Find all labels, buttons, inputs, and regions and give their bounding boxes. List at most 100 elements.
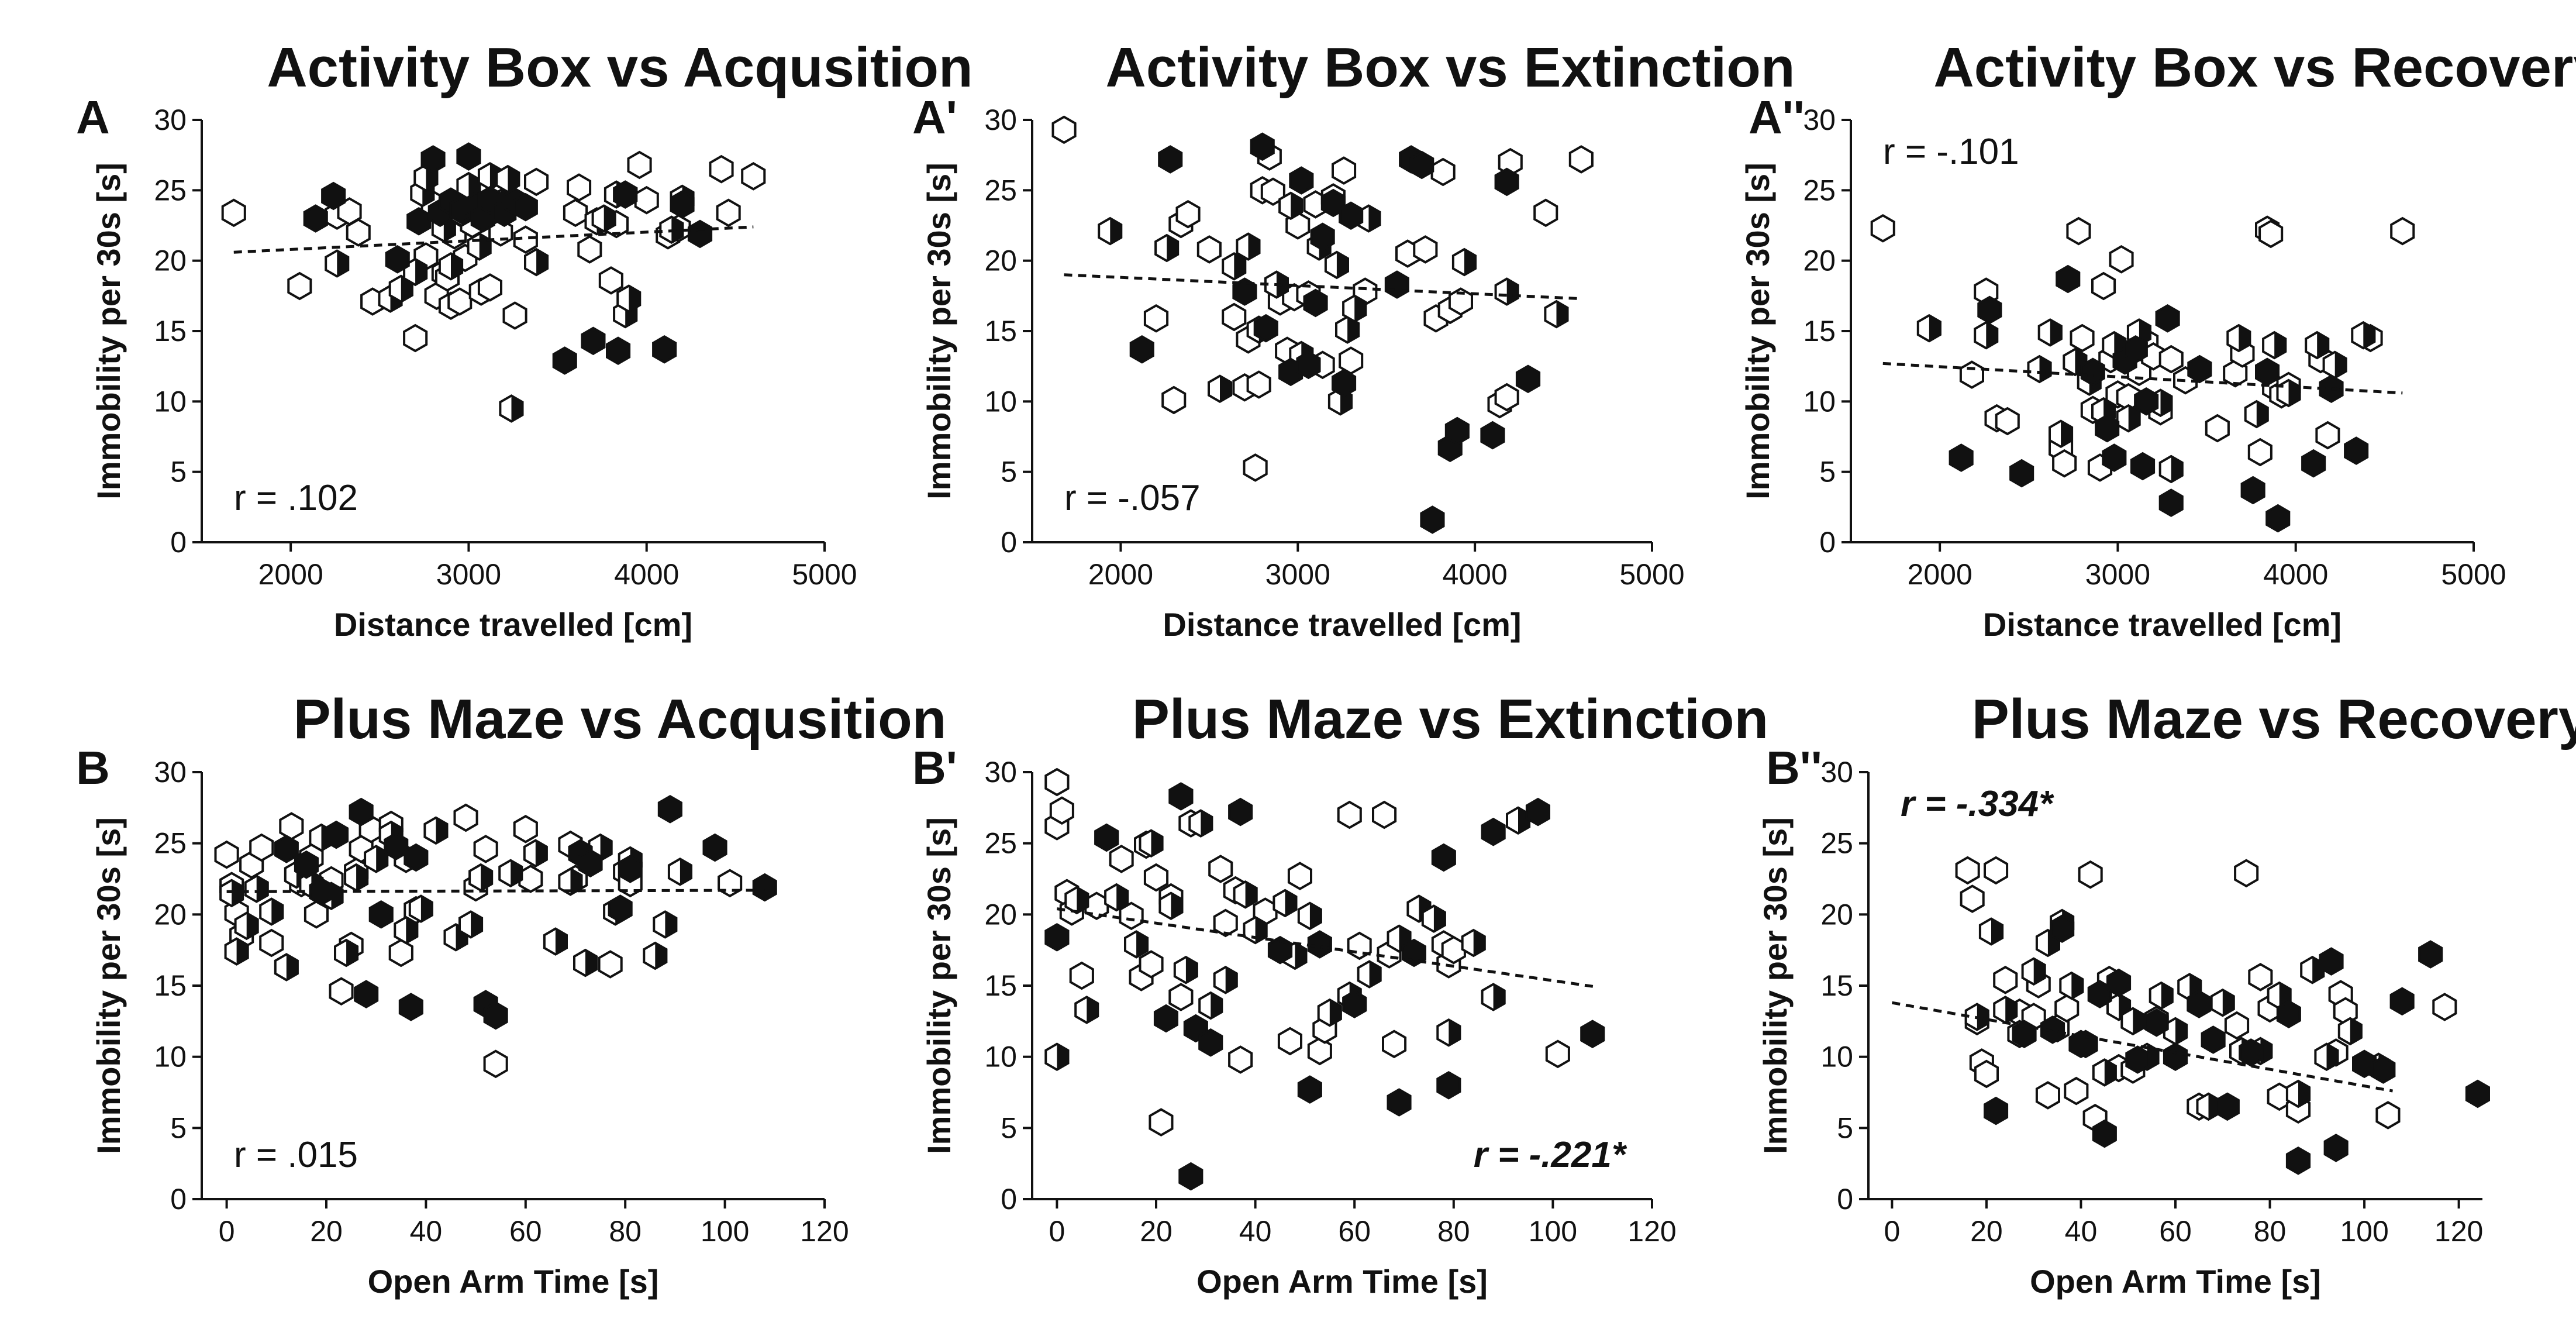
data-point-fill — [1354, 295, 1366, 322]
data-point — [1494, 167, 1519, 197]
data-point-fill — [2350, 1018, 2361, 1044]
data-point-fill — [1433, 905, 1445, 932]
y-tick-label: 10 — [154, 385, 187, 418]
x-tick-label: 2000 — [1908, 558, 1972, 591]
data-point — [2102, 443, 2127, 472]
data-point — [1104, 883, 1129, 912]
data-point-fill — [1057, 1044, 1068, 1070]
data-point — [1188, 809, 1213, 838]
data-point — [608, 894, 633, 923]
y-tick-label: 10 — [984, 1041, 1017, 1073]
data-point — [2276, 378, 2301, 408]
data-point — [1494, 383, 1519, 412]
data-point — [2092, 1058, 2117, 1087]
data-point — [354, 980, 379, 1008]
data-point-fill — [337, 250, 349, 277]
data-point-fill — [2033, 958, 2045, 984]
series-filled — [1984, 914, 2490, 1175]
data-point-fill — [2334, 352, 2346, 378]
panel-label: A' — [912, 91, 957, 143]
data-point-fill — [436, 817, 447, 843]
y-tick-label: 0 — [170, 526, 187, 559]
data-point-fill — [604, 205, 615, 232]
y-tick-label: 20 — [984, 245, 1017, 277]
data-point — [1297, 901, 1322, 931]
y-tick-label: 15 — [154, 315, 187, 347]
data-point-fill — [2050, 319, 2061, 346]
series-half — [1098, 191, 1569, 416]
data-point — [2080, 357, 2105, 387]
data-point-fill — [1977, 1004, 1988, 1030]
data-point — [606, 336, 631, 366]
series-filled — [1044, 782, 1605, 1191]
data-point — [1243, 453, 1268, 482]
data-point-fill — [2239, 325, 2250, 351]
x-axis-label: Open Arm Time [s] — [1196, 1263, 1488, 1300]
correlation-label: r = .102 — [234, 478, 358, 518]
data-point — [398, 993, 423, 1021]
data-point-fill — [271, 898, 283, 925]
x-tick-label: 4000 — [2263, 558, 2328, 591]
panel-title: Plus Maze vs Acqusition — [294, 688, 947, 750]
x-tick-label: 100 — [2340, 1215, 2388, 1248]
data-point — [1198, 1028, 1223, 1057]
data-point-fill — [331, 883, 343, 909]
y-tick-label: 25 — [1803, 174, 1836, 206]
data-point-fill — [508, 166, 519, 192]
panel-label: B' — [912, 742, 957, 794]
data-point — [1413, 235, 1438, 264]
data-point — [1143, 304, 1169, 333]
data-point-fill — [356, 865, 368, 891]
data-point-fill — [2128, 405, 2140, 432]
data-point — [309, 877, 334, 906]
trend-line — [1891, 1001, 2393, 1093]
data-point-fill — [481, 865, 492, 891]
data-point-fill — [2175, 1018, 2187, 1044]
x-axis-label: Open Arm Time [s] — [368, 1263, 659, 1300]
data-point-fill — [2061, 421, 2072, 447]
data-point — [1494, 277, 1519, 306]
y-tick-label: 25 — [984, 827, 1017, 860]
data-point — [2091, 271, 2116, 301]
data-point — [709, 154, 734, 184]
data-point — [2352, 1049, 2377, 1079]
y-tick-label: 10 — [154, 1041, 187, 1073]
data-point — [1451, 247, 1477, 277]
data-point — [2239, 1038, 2264, 1067]
data-point — [502, 301, 527, 330]
data-point — [477, 273, 502, 302]
x-tick-label: 60 — [2159, 1215, 2192, 1248]
x-tick-label: 60 — [1338, 1215, 1371, 1248]
data-point — [524, 247, 549, 277]
data-point-fill — [406, 917, 418, 944]
correlation-label: r = .015 — [234, 1135, 358, 1175]
trend-line — [1057, 907, 1598, 989]
data-point — [1307, 1037, 1332, 1066]
data-point — [657, 794, 682, 824]
data-point — [1337, 800, 1362, 829]
y-tick-label: 20 — [984, 898, 1017, 931]
x-tick-label: 3000 — [436, 558, 501, 591]
data-point — [563, 198, 588, 228]
data-point — [1342, 294, 1367, 323]
data-point — [1545, 1039, 1570, 1069]
data-point — [221, 198, 246, 228]
data-point — [438, 252, 464, 281]
data-point — [577, 235, 602, 264]
data-point — [741, 161, 766, 191]
y-tick-label: 10 — [984, 385, 1017, 418]
data-point-fill — [1151, 830, 1163, 856]
data-point — [2125, 1045, 2150, 1074]
data-point — [2144, 1008, 2169, 1037]
y-tick-label: 15 — [1803, 315, 1836, 347]
data-point-fill — [256, 876, 268, 902]
data-point — [643, 941, 668, 970]
data-point — [1124, 930, 1149, 959]
data-point — [1278, 191, 1303, 221]
y-tick-label: 15 — [984, 315, 1017, 347]
data-point — [573, 948, 598, 977]
data-point — [2224, 1011, 2250, 1040]
data-point — [1436, 1070, 1461, 1100]
data-point-fill — [1248, 233, 1260, 260]
data-point-fill — [1329, 1000, 1341, 1026]
